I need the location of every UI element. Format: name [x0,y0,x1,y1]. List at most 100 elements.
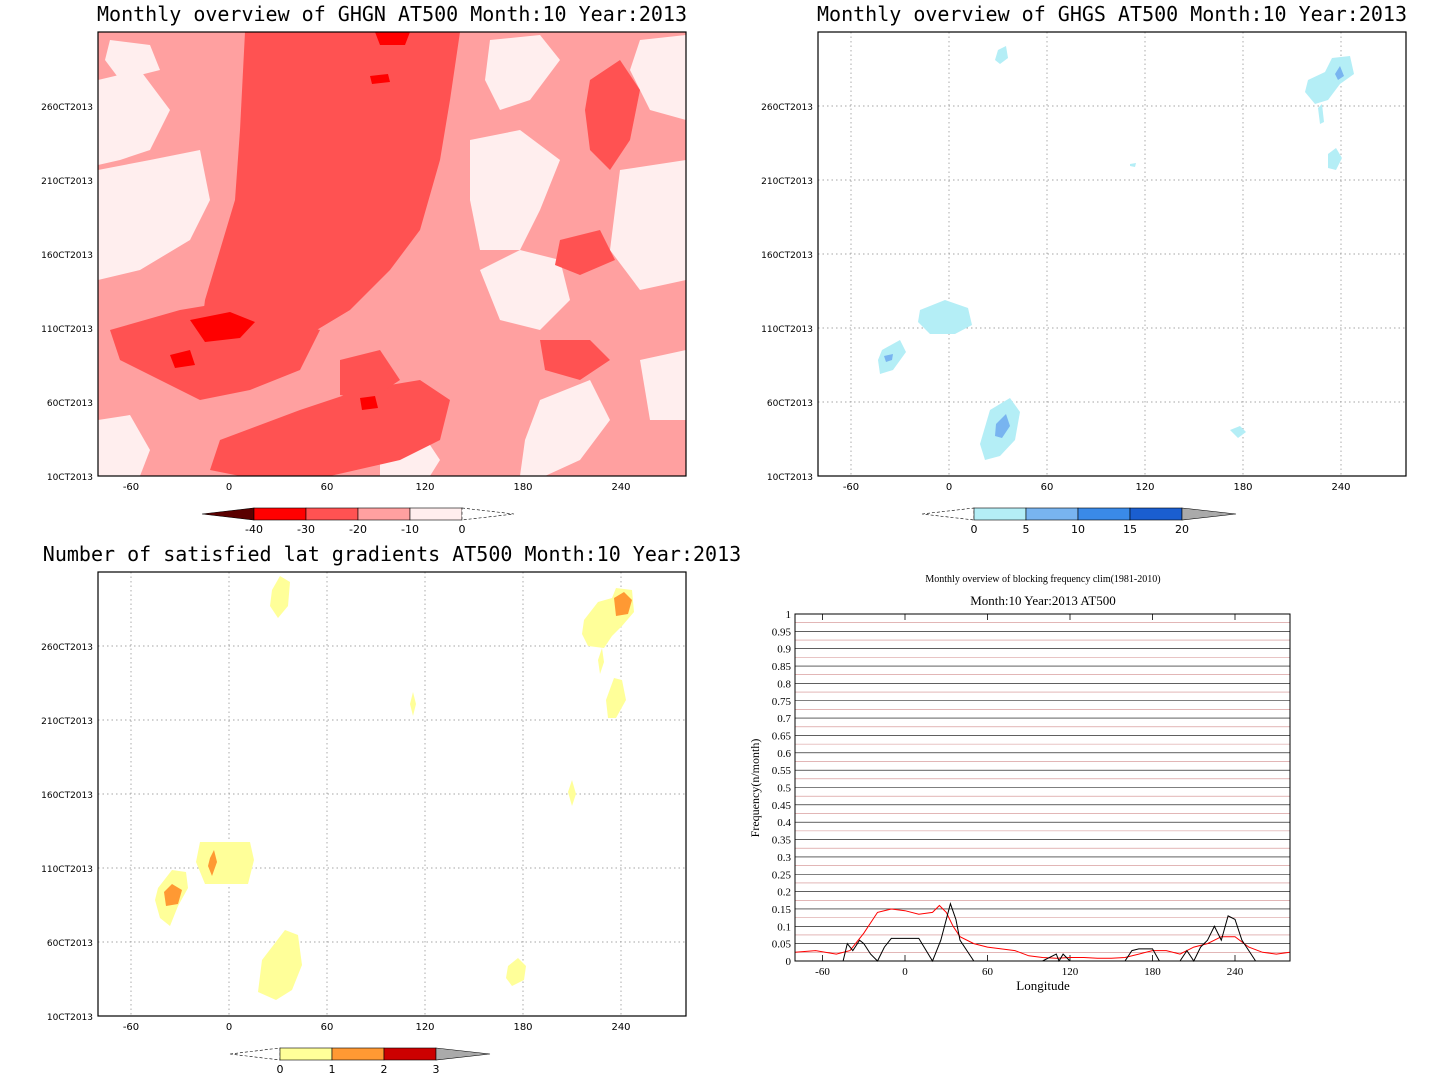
frequency-y-tick: 0.75 [772,696,792,708]
ghgn-y-tick: 160CT2013 [41,251,93,261]
ghgn-red-region [585,60,640,170]
gradients-field [155,576,634,1000]
ghgn-colorbar: -40 -30 -20 -10 0 [201,507,515,536]
panel-frequency: Monthly overview of blocking frequency c… [748,574,1291,993]
ghgn-x-tick: 180 [513,482,532,493]
ghgn-x-tick: 0 [226,482,232,493]
ghgn-y-axis: 10CT2013 60CT2013 110CT2013 160CT2013 21… [41,103,93,483]
ghgn-light-region [480,250,570,330]
panel-ghgn: Monthly overview of GHGN AT500 Month:10 … [41,2,687,536]
ghgn-light-region [485,35,560,110]
ghgn-colorbar-label: -40 [245,523,263,536]
frequency-y-axis: 0 0.05 0.1 0.15 0.2 0.25 0.3 0.35 0.4 0.45 0.5 0.55… [772,609,792,968]
ghgs-y-tick: 210CT2013 [761,177,813,187]
ghgn-x-tick: -60 [123,482,139,493]
ghgs-title: Monthly overview of GHGS AT500 Month:10 … [817,2,1407,26]
gradients-frame [97,571,687,1017]
ghgn-x-tick: 60 [321,482,334,493]
frequency-x-tick: 120 [1062,966,1079,978]
gradients-contour [208,850,217,876]
gradients-grid [98,572,686,1016]
ghgn-light-region [520,380,610,476]
frequency-title: Month:10 Year:2013 AT500 [970,593,1116,608]
ghgs-colorbar-label: 0 [971,523,978,536]
ghgs-colorbar-high-triangle [1181,507,1237,521]
gradients-colorbar-label: 0 [277,1063,284,1076]
ghgs-x-tick: -60 [843,482,859,493]
ghgn-x-tick: 120 [415,482,434,493]
gradients-x-tick: -60 [123,1022,139,1033]
gradients-contour [614,592,632,616]
ghgs-x-axis: -60 0 60 120 180 240 [843,482,1351,493]
gradients-colorbar-label: 1 [329,1063,336,1076]
frequency-xlabel: Longitude [1016,978,1070,993]
ghgs-y-tick: 60CT2013 [767,399,813,409]
frequency-climatology-line [794,904,1291,959]
ghgs-colorbar-low-triangle [921,507,975,521]
frequency-x-tick: -60 [815,966,830,978]
ghgs-colorbar-label: 20 [1175,523,1189,536]
ghgn-colorbar-swatch [253,507,307,521]
panel-ghgs: Monthly overview of GHGS AT500 Month:10 … [761,2,1407,536]
ghgn-colorbar-label: -10 [401,523,419,536]
gradients-y-tick: 160CT2013 [41,791,93,801]
ghgn-red-region [555,230,615,275]
gradients-y-tick: 110CT2013 [41,865,93,875]
gradients-colorbar-swatch [279,1047,333,1061]
frequency-suptitle: Monthly overview of blocking frequency c… [925,574,1160,585]
ghgn-darkred-region [360,396,378,410]
ghgn-darkred-region [370,74,390,84]
gradients-x-tick: 120 [415,1022,434,1033]
gradients-colorbar-high-triangle [435,1047,491,1061]
ghgn-light-region [630,35,686,120]
ghgn-red-region [110,300,320,400]
frequency-y-tick: 0.65 [772,730,792,742]
ghgs-x-tick: 60 [1041,482,1054,493]
ghgn-red-region [200,32,460,350]
ghgn-y-tick: 260CT2013 [41,103,93,113]
ghgs-contour [995,46,1008,64]
gradients-colorbar-low-triangle [229,1047,281,1061]
ghgn-field [98,32,686,476]
ghgn-colorbar-label: -30 [297,523,315,536]
frequency-y-tick: 0.55 [772,765,792,777]
gradients-contour [506,958,526,986]
ghgs-contour [1130,163,1136,167]
ghgn-light-region [470,130,560,250]
ghgs-colorbar-label: 10 [1071,523,1085,536]
gradients-contour [598,648,604,674]
frequency-x-axis: -60 0 60 120 180 240 [815,614,1244,978]
gradients-title: Number of satisfied lat gradients AT500 … [43,542,741,566]
ghgn-y-tick: 110CT2013 [41,325,93,335]
ghgn-light-region [105,40,160,80]
ghgn-title: Monthly overview of GHGN AT500 Month:10 … [97,2,687,26]
frequency-y-tick: 0.9 [777,644,791,656]
gradients-contour [196,842,254,884]
ghgn-darkred-region [170,350,195,368]
ghgs-contour [918,300,972,334]
gradients-x-tick: 60 [321,1022,334,1033]
ghgs-y-tick: 260CT2013 [761,103,813,113]
frequency-x-tick: 180 [1144,966,1161,978]
ghgs-contour [884,354,893,362]
ghgs-colorbar-swatch [1077,507,1131,521]
gradients-contour [568,780,576,806]
gradients-colorbar-label: 3 [433,1063,440,1076]
ghgs-contour [1318,104,1324,124]
frequency-y-tick: 0.05 [772,939,792,951]
ghgs-colorbar-swatch [1025,507,1079,521]
ghgs-contour [1230,426,1246,438]
gradients-y-tick: 60CT2013 [47,939,93,949]
gradients-colorbar-label: 2 [381,1063,388,1076]
ghgs-contour [1328,148,1342,170]
frequency-y-tick: 0 [786,956,792,968]
panel-gradients: Number of satisfied lat gradients AT500 … [41,542,741,1076]
ghgn-light-region [610,160,686,290]
ghgn-darkred-region [190,312,255,342]
frequency-grid [795,613,1290,962]
gradients-contour [258,930,302,1000]
gradients-contour [270,576,290,618]
ghgn-y-tick: 10CT2013 [47,473,93,483]
frequency-y-tick: 0.4 [777,817,791,829]
